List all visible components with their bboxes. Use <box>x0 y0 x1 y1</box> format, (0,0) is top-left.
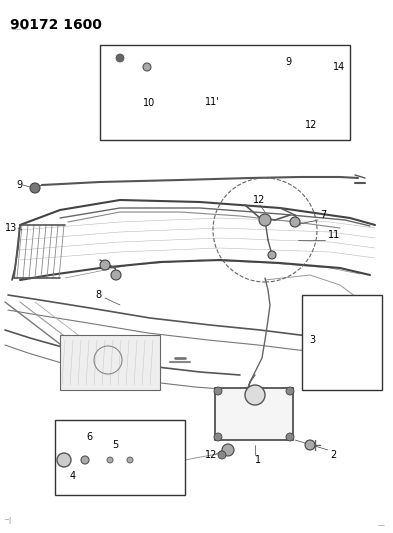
Bar <box>100 45 350 140</box>
Circle shape <box>143 63 151 71</box>
Text: 11': 11' <box>205 97 220 107</box>
Text: 2: 2 <box>330 450 336 460</box>
Text: —: — <box>378 522 385 528</box>
Bar <box>60 335 160 390</box>
Bar <box>215 388 293 440</box>
Text: 7: 7 <box>320 210 326 220</box>
Circle shape <box>214 433 222 441</box>
Text: 1: 1 <box>255 455 261 465</box>
Text: 12: 12 <box>205 450 217 460</box>
Circle shape <box>305 440 315 450</box>
Text: 90172 1600: 90172 1600 <box>10 18 102 32</box>
Circle shape <box>245 385 265 405</box>
Circle shape <box>268 251 276 259</box>
Text: 9: 9 <box>285 57 291 67</box>
Text: 4: 4 <box>70 471 76 481</box>
Circle shape <box>222 444 234 456</box>
Circle shape <box>100 260 110 270</box>
Bar <box>302 295 382 390</box>
Text: ~|: ~| <box>3 516 11 523</box>
Text: 14: 14 <box>333 62 345 72</box>
Text: 12: 12 <box>253 195 265 205</box>
Circle shape <box>81 456 89 464</box>
Text: 13: 13 <box>5 223 17 233</box>
Text: 8: 8 <box>95 290 101 300</box>
Circle shape <box>111 270 121 280</box>
Circle shape <box>57 453 71 467</box>
Bar <box>55 420 185 495</box>
Text: 11: 11 <box>328 230 340 240</box>
Text: 3: 3 <box>309 335 315 345</box>
Circle shape <box>30 183 40 193</box>
Text: 5: 5 <box>112 440 118 450</box>
Text: 10: 10 <box>143 98 155 108</box>
Circle shape <box>107 457 113 463</box>
Text: 6: 6 <box>86 432 92 442</box>
Text: ~~~: ~~~ <box>10 27 28 33</box>
Circle shape <box>259 214 271 226</box>
Text: 9: 9 <box>16 180 22 190</box>
Circle shape <box>127 457 133 463</box>
Circle shape <box>214 387 222 395</box>
Circle shape <box>286 433 294 441</box>
Circle shape <box>218 451 226 459</box>
Circle shape <box>286 387 294 395</box>
Text: 12: 12 <box>305 120 318 130</box>
Circle shape <box>116 54 124 62</box>
Circle shape <box>290 217 300 227</box>
